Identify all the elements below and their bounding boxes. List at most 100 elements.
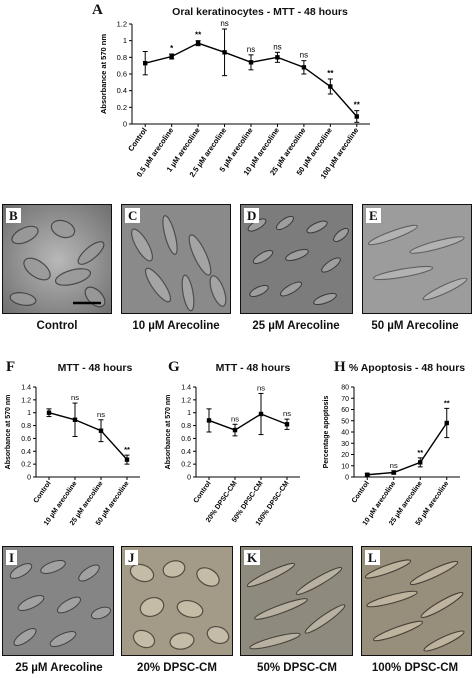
significance-label: ns: [247, 45, 255, 54]
caption-i: 25 µM Arecoline: [15, 662, 103, 674]
y-tick-label: 0.6: [117, 70, 127, 79]
x-tick-label: Control: [193, 480, 213, 504]
chart-f: 0 0.2 0.4 0.6 0.8 1 1.2 1.4 Absorbance at 570 nm…: [5, 385, 140, 527]
y-tick-label: 1: [123, 36, 127, 45]
data-point: [98, 428, 104, 433]
data-point: [391, 470, 396, 475]
data-point: [418, 460, 423, 465]
y-tick-label: 0: [345, 475, 349, 482]
data-point: [169, 54, 174, 59]
y-tick-label: 10: [341, 463, 349, 470]
micrograph-k: K: [240, 546, 353, 656]
significance-label: ns: [273, 42, 281, 51]
y-tick-label: 0.8: [21, 423, 31, 430]
chart-g: 0 0.2 0.4 0.6 0.8 1 1.2 1.4 Absorbance at 570 nm…: [165, 383, 300, 527]
micrograph-l: L: [361, 546, 472, 656]
chart-a-title: Oral keratinocytes - MTT - 48 hours: [172, 6, 348, 18]
data-point: [328, 84, 333, 89]
micrograph-e-image: [363, 205, 471, 313]
data-point: [301, 65, 307, 70]
significance-label: **: [124, 445, 130, 454]
y-tick-label: 0.4: [181, 449, 191, 456]
micrograph-j: J: [121, 546, 233, 656]
significance-label: ns: [390, 461, 398, 470]
data-point: [46, 410, 52, 415]
micrograph-k-label: K: [244, 550, 261, 565]
y-tick-label: 20: [341, 452, 349, 459]
caption-k: 50% DPSC-CM: [257, 662, 337, 674]
chart-h-title: % Apoptosis - 48 hours: [348, 362, 466, 374]
significance-label: **: [327, 69, 334, 78]
data-point: [354, 114, 359, 119]
significance-label: ns: [71, 393, 79, 402]
y-tick-label: 1.4: [21, 385, 31, 392]
y-tick-label: 0.2: [181, 462, 191, 469]
caption-e: 50 µM Arecoline: [371, 320, 459, 332]
micrograph-b-label: B: [6, 208, 21, 223]
y-tick-label: 40: [341, 430, 349, 437]
significance-label: **: [354, 101, 361, 110]
caption-c: 10 µM Arecoline: [132, 320, 220, 332]
micrograph-i: I: [2, 546, 114, 656]
data-point: [365, 472, 370, 477]
caption-l: 100% DPSC-CM: [371, 662, 459, 674]
y-tick-label: 1.4: [181, 385, 191, 392]
data-point: [72, 417, 78, 422]
y-tick-label: 0.4: [21, 449, 31, 456]
series-line: [367, 422, 448, 476]
data-point: [444, 420, 449, 426]
y-axis-label: Absorbance at 570 nm: [165, 395, 172, 470]
data-point: [284, 422, 290, 427]
data-point: [195, 40, 201, 46]
y-tick-label: 0.4: [117, 86, 127, 95]
y-tick-label: 0.2: [117, 103, 127, 112]
chart-f-title: MTT - 48 hours: [57, 362, 133, 374]
y-tick-label: 0.2: [21, 462, 31, 469]
y-tick-label: 0: [123, 120, 127, 129]
chart-g-title: MTT - 48 hours: [215, 362, 291, 374]
significance-label: ns: [257, 383, 265, 392]
data-point: [124, 457, 130, 462]
micrograph-l-label: L: [365, 550, 380, 565]
micrograph-k-image: [241, 547, 352, 655]
data-point: [206, 418, 212, 423]
chart-a: 0 0.2 0.4 0.6 0.8 1 1.2 Absorbance at 570 nm Con…: [99, 19, 370, 180]
y-tick-label: 60: [341, 407, 349, 414]
series-line: [208, 413, 288, 431]
micrograph-i-image: [3, 547, 113, 655]
y-tick-label: 1.2: [181, 397, 191, 404]
significance-label: ns: [220, 19, 228, 28]
significance-label: **: [417, 448, 423, 457]
caption-d: 25 µM Arecoline: [252, 320, 340, 332]
y-tick-label: 0.6: [21, 436, 31, 443]
x-tick-label: Control: [126, 126, 149, 153]
data-point: [275, 55, 280, 60]
data-point: [258, 411, 264, 417]
micrograph-i-label: I: [6, 550, 18, 565]
x-tick-label: Control: [351, 480, 371, 504]
micrograph-b-image: [3, 205, 111, 313]
micrograph-d-label: D: [244, 208, 260, 223]
significance-label: ns: [231, 414, 239, 423]
series-line: [48, 412, 128, 461]
data-point: [248, 60, 254, 65]
panel-label-g: G: [168, 359, 180, 375]
y-tick-label: 1: [27, 410, 31, 417]
data-point: [143, 60, 148, 66]
y-axis-label: Percentage apoptosis: [323, 396, 330, 469]
y-tick-label: 1.2: [117, 20, 127, 29]
y-axis-label: Absorbance at 570 nm: [5, 395, 12, 470]
micrograph-e-label: E: [366, 208, 381, 223]
micrograph-e: E: [362, 204, 472, 314]
y-tick-label: 1: [187, 410, 191, 417]
y-tick-label: 50: [341, 418, 349, 425]
micrograph-c: C: [121, 204, 231, 314]
y-tick-label: 0.8: [181, 423, 191, 430]
chart-h: 0 10 20 30 40 50 60 70 80 Percentage apoptosis Con…: [323, 385, 460, 527]
y-tick-label: 0.6: [181, 436, 191, 443]
y-tick-label: 0.8: [117, 53, 127, 62]
y-tick-label: 70: [341, 396, 349, 403]
micrograph-d-image: [241, 205, 352, 313]
micrograph-l-image: [362, 547, 471, 655]
y-tick-label: 0: [27, 475, 31, 482]
